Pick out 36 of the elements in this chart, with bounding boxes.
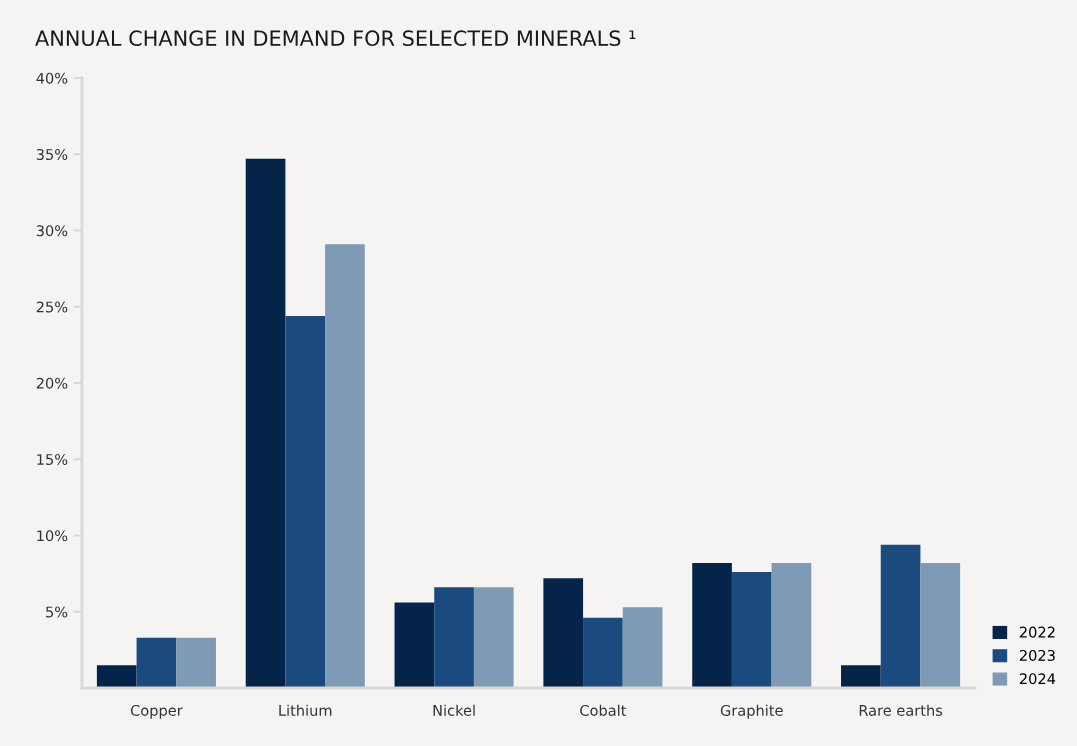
bar bbox=[543, 578, 584, 688]
y-tick-label: 20% bbox=[36, 377, 68, 389]
x-tick-label: Graphite bbox=[720, 704, 783, 719]
bar bbox=[176, 637, 216, 688]
bar bbox=[920, 562, 961, 688]
y-tick-label: 10% bbox=[37, 530, 68, 542]
bar bbox=[245, 158, 286, 688]
bar bbox=[136, 637, 177, 688]
bar bbox=[731, 572, 772, 688]
y-tick-label: 25% bbox=[36, 301, 68, 313]
bar bbox=[622, 607, 663, 688]
legend-label: 2023 bbox=[1019, 649, 1055, 661]
bar bbox=[285, 315, 326, 688]
bar bbox=[96, 665, 137, 688]
bar bbox=[394, 602, 435, 688]
y-tick-label: 35% bbox=[36, 148, 68, 160]
x-tick-label: Nickel bbox=[433, 704, 475, 716]
bar bbox=[771, 562, 812, 688]
chart-title: ANNUAL CHANGE IN DEMAND FOR SELECTED MINERALS ¹ bbox=[35, 30, 636, 47]
y-tick-label: 40% bbox=[36, 72, 68, 84]
bar bbox=[473, 587, 514, 688]
y-tick-label: 15% bbox=[37, 453, 68, 465]
bar bbox=[583, 617, 623, 688]
legend-label: 2024 bbox=[1019, 673, 1056, 685]
bar bbox=[434, 587, 474, 688]
bar bbox=[325, 244, 365, 688]
y-tick-label: 30% bbox=[36, 225, 68, 237]
x-tick-label: Rare earths bbox=[859, 704, 943, 716]
bar bbox=[692, 562, 732, 688]
bar bbox=[841, 665, 881, 688]
x-tick-label: Lithium bbox=[279, 704, 332, 716]
bar bbox=[880, 544, 921, 688]
legend-label: 2022 bbox=[1019, 626, 1055, 638]
x-tick-label: Cobalt bbox=[580, 704, 627, 716]
x-tick-label: Copper bbox=[130, 704, 183, 719]
y-tick-label: 5% bbox=[46, 606, 68, 618]
